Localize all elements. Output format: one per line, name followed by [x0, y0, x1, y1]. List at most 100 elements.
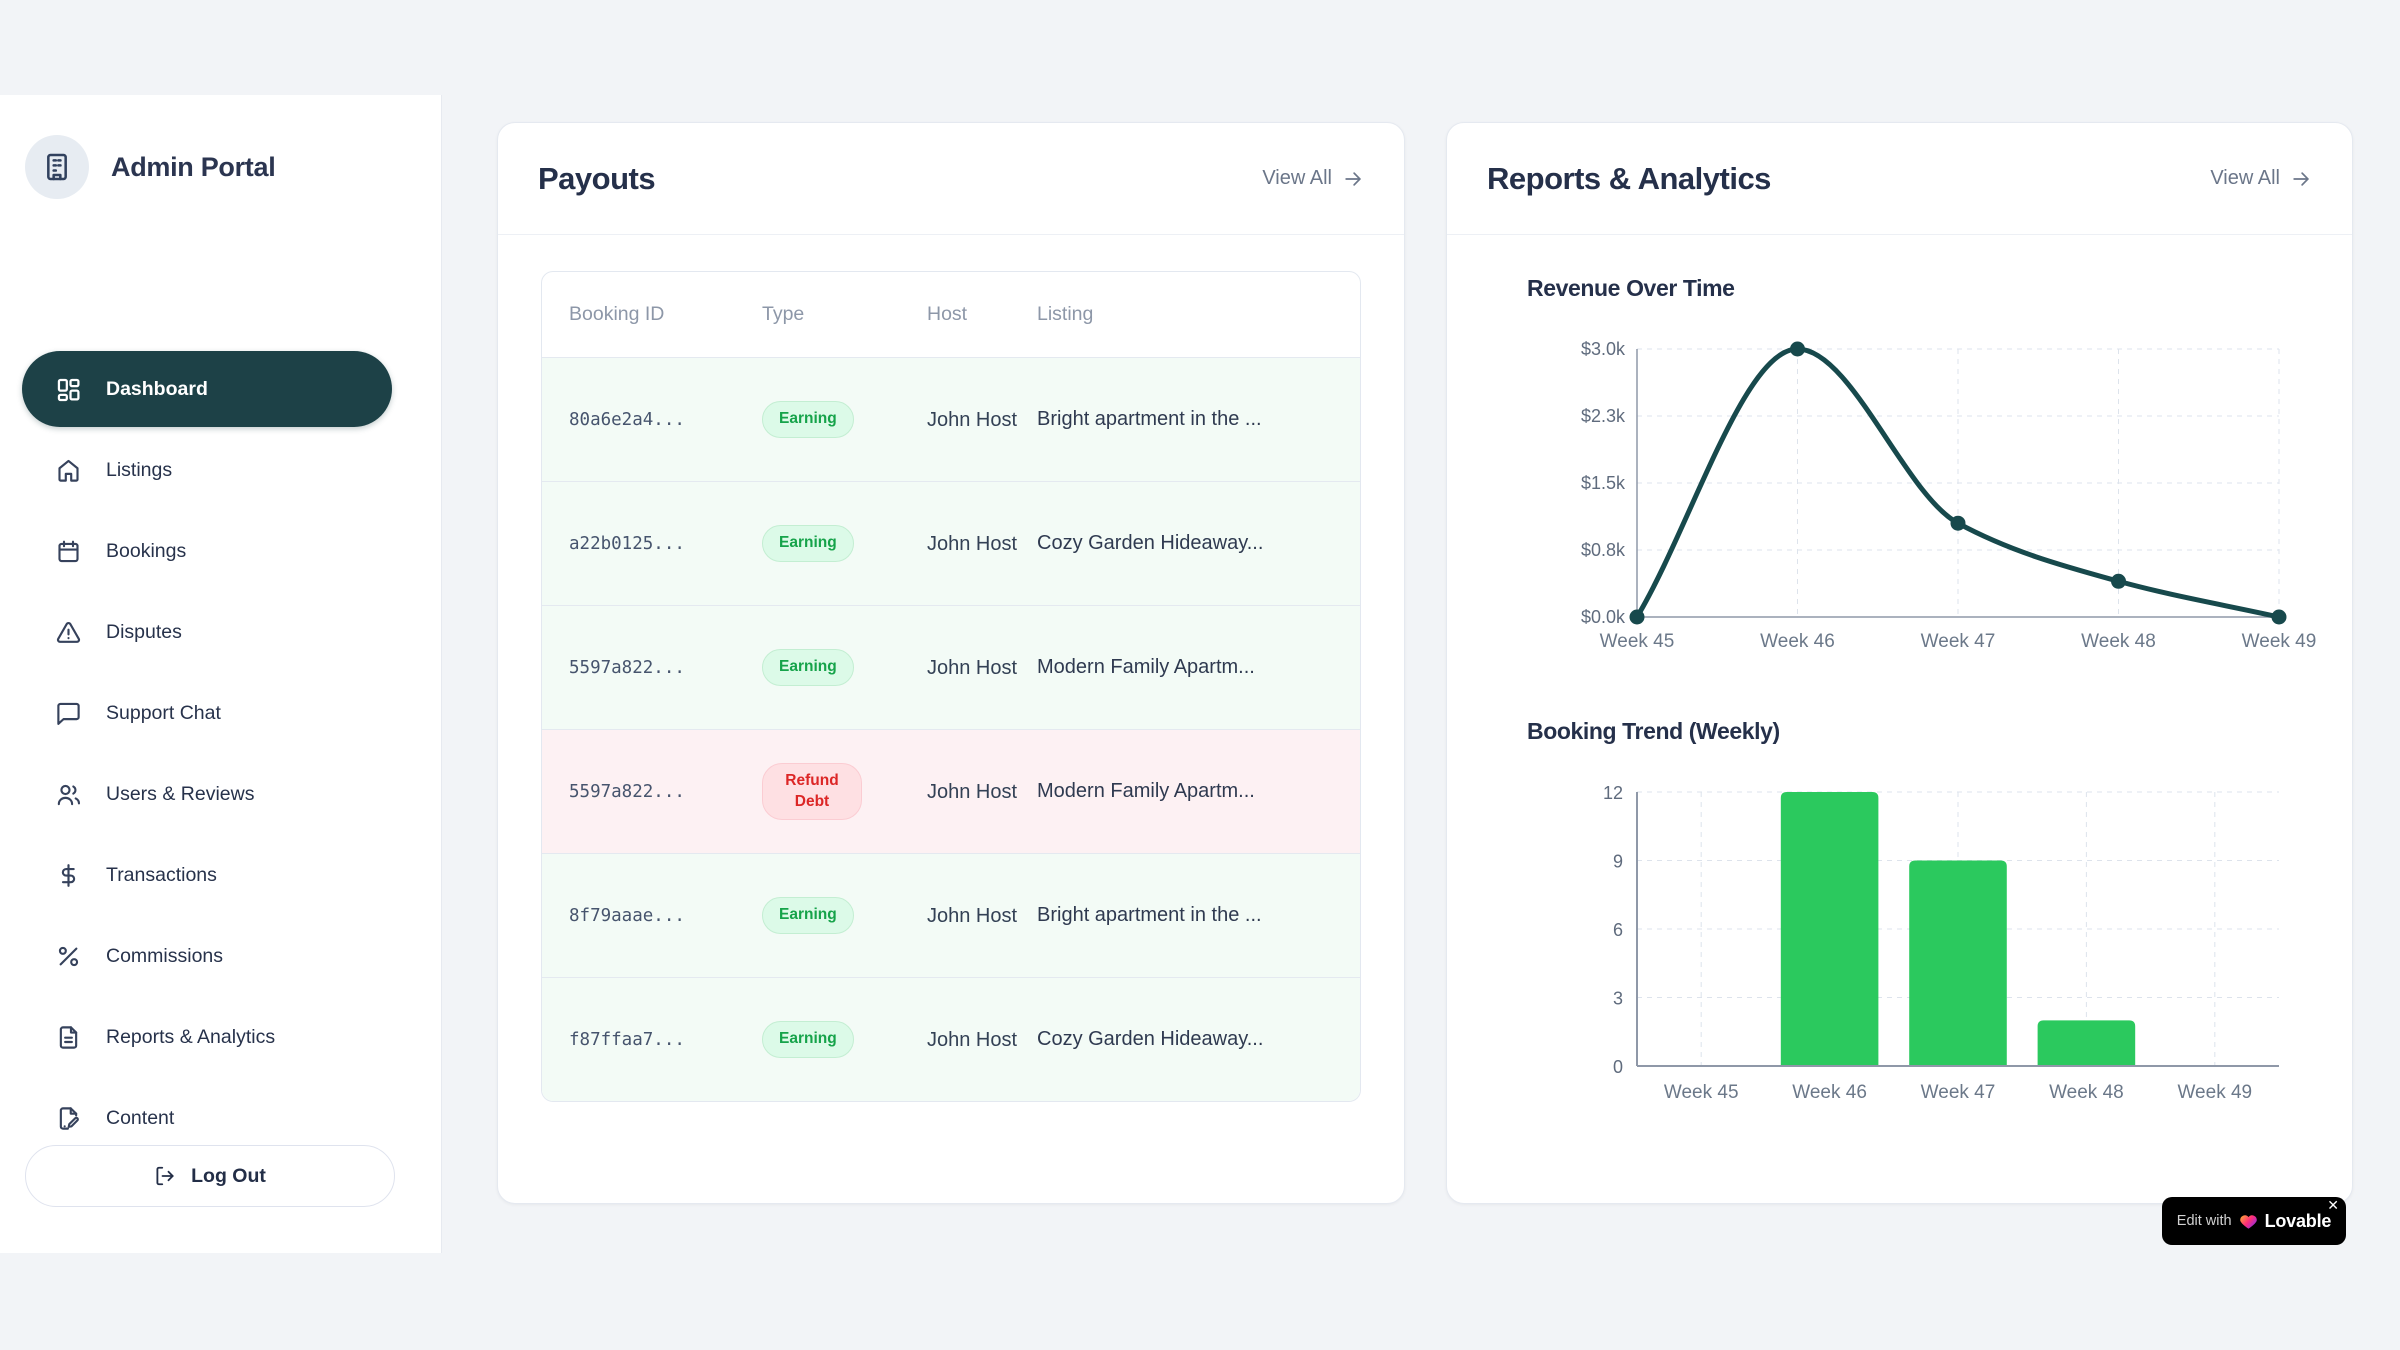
booking-id: a22b0125...: [569, 533, 685, 554]
type-cell: Earning: [762, 649, 927, 686]
sidebar-item-bookings[interactable]: Bookings: [22, 513, 392, 589]
reports-view-all-link[interactable]: View All: [2210, 167, 2312, 190]
sidebar-item-label: Listings: [106, 458, 173, 481]
lovable-close-icon[interactable]: ✕: [2327, 1197, 2339, 1213]
reports-card: Reports & Analytics View All Revenue Ove…: [1446, 122, 2353, 1204]
arrow-right-icon: [1342, 168, 1364, 190]
payout-row: f87ffaa7... Earning John Host Cozy Garde…: [542, 977, 1360, 1101]
calendar-icon: [55, 538, 82, 565]
sidebar-item-label: Support Chat: [106, 701, 221, 724]
type-badge: Earning: [762, 525, 854, 562]
payout-row: 80a6e2a4... Earning John Host Bright apa…: [542, 357, 1360, 481]
sidebar-item-disputes[interactable]: Disputes: [22, 594, 392, 670]
svg-text:Week 49: Week 49: [2242, 631, 2317, 652]
lovable-brand: Lovable: [2264, 1210, 2332, 1231]
host-cell: John Host: [927, 904, 1018, 927]
logout-label: Log Out: [191, 1164, 266, 1187]
sidebar-item-dashboard[interactable]: Dashboard: [22, 351, 392, 427]
type-cell: Refund Debt: [762, 763, 927, 820]
type-cell: Earning: [762, 525, 927, 562]
type-cell: Earning: [762, 401, 927, 438]
logout-button[interactable]: Log Out: [25, 1145, 395, 1207]
sidebar-item-commissions[interactable]: Commissions: [22, 918, 392, 994]
dollar-icon: [55, 862, 82, 889]
listing-cell: Cozy Garden Hideaway...: [1037, 532, 1264, 554]
listing-cell: Modern Family Apartm...: [1037, 656, 1255, 678]
percent-icon: [55, 943, 82, 970]
svg-text:0: 0: [1613, 1057, 1623, 1077]
sidebar: Admin Portal Dashboard Listings Bookings…: [0, 95, 442, 1253]
host-cell: John Host: [927, 656, 1018, 679]
svg-text:9: 9: [1613, 852, 1623, 872]
svg-text:$0.0k: $0.0k: [1581, 607, 1626, 627]
payout-row: a22b0125... Earning John Host Cozy Garde…: [542, 481, 1360, 605]
lovable-heart-icon: [2239, 1212, 2258, 1231]
host-cell: John Host: [927, 780, 1018, 803]
booking-id: 8f79aaae...: [569, 905, 685, 926]
svg-text:Week 49: Week 49: [2177, 1082, 2252, 1103]
host-cell: John Host: [927, 1028, 1018, 1051]
payouts-card-header: Payouts View All: [498, 123, 1404, 235]
building-icon: [25, 135, 89, 199]
listing-cell: Bright apartment in the ...: [1037, 904, 1262, 926]
listing-cell: Bright apartment in the ...: [1037, 408, 1262, 430]
type-cell: Earning: [762, 897, 927, 934]
arrow-right-icon: [2290, 168, 2312, 190]
sidebar-item-users-reviews[interactable]: Users & Reviews: [22, 756, 392, 832]
payouts-table-header: Booking ID Type Host Listing: [542, 272, 1360, 357]
app-title: Admin Portal: [111, 151, 276, 182]
payout-row: 5597a822... Refund Debt John Host Modern…: [542, 729, 1360, 853]
sidebar-item-label: Transactions: [106, 863, 217, 886]
file-pen-icon: [55, 1105, 82, 1132]
booking-id: 5597a822...: [569, 781, 685, 802]
svg-text:3: 3: [1613, 989, 1623, 1009]
brand: Admin Portal: [0, 95, 441, 199]
sidebar-item-reports-analytics[interactable]: Reports & Analytics: [22, 999, 392, 1075]
view-all-label: View All: [1262, 167, 1332, 189]
message-square-icon: [55, 700, 82, 727]
svg-text:6: 6: [1613, 920, 1623, 940]
booking-bar-chart: 0 3 6 9 12 Week 45 Week 46 Week 47 Week 48 Week 4…: [1603, 783, 2279, 1103]
column-header: Type: [762, 303, 805, 325]
sidebar-item-transactions[interactable]: Transactions: [22, 837, 392, 913]
booking-chart-title: Booking Trend (Weekly): [1527, 718, 1780, 744]
type-badge: Earning: [762, 1021, 854, 1058]
host-cell: John Host: [927, 408, 1018, 431]
sidebar-item-label: Bookings: [106, 539, 187, 562]
reports-card-header: Reports & Analytics View All: [1447, 123, 2352, 235]
type-cell: Earning: [762, 1021, 927, 1058]
sidebar-item-label: Commissions: [106, 944, 224, 967]
sidebar-item-support-chat[interactable]: Support Chat: [22, 675, 392, 751]
svg-text:$2.3k: $2.3k: [1581, 406, 1626, 426]
view-all-label: View All: [2210, 167, 2280, 189]
lovable-badge[interactable]: Edit with Lovable ✕: [2162, 1197, 2346, 1245]
type-badge: Earning: [762, 897, 854, 934]
sidebar-nav: Dashboard Listings Bookings Disputes Sup…: [22, 351, 392, 1161]
sidebar-item-label: Users & Reviews: [106, 782, 255, 805]
svg-text:Week 48: Week 48: [2049, 1082, 2124, 1103]
file-text-icon: [55, 1024, 82, 1051]
sidebar-item-content[interactable]: Content: [22, 1080, 392, 1156]
svg-text:Week 47: Week 47: [1921, 1082, 1996, 1103]
sidebar-item-label: Reports & Analytics: [106, 1025, 276, 1048]
type-badge: Earning: [762, 401, 854, 438]
users-icon: [55, 781, 82, 808]
sidebar-item-listings[interactable]: Listings: [22, 432, 392, 508]
payouts-table-body: 80a6e2a4... Earning John Host Bright apa…: [542, 357, 1360, 1101]
revenue-chart-title: Revenue Over Time: [1527, 275, 1735, 301]
type-badge: Earning: [762, 649, 854, 686]
payouts-card: Payouts View All Booking ID Type Host Listi…: [497, 122, 1405, 1204]
svg-text:Week 45: Week 45: [1600, 631, 1675, 652]
payouts-title: Payouts: [538, 160, 656, 196]
svg-text:Week 48: Week 48: [2081, 631, 2156, 652]
sidebar-item-label: Content: [106, 1106, 175, 1129]
home-icon: [55, 457, 82, 484]
svg-text:Week 46: Week 46: [1760, 631, 1835, 652]
payouts-view-all-link[interactable]: View All: [1262, 167, 1364, 190]
layout-dashboard-icon: [55, 376, 82, 403]
booking-id: f87ffaa7...: [569, 1029, 685, 1050]
alert-triangle-icon: [55, 619, 82, 646]
listing-cell: Cozy Garden Hideaway...: [1037, 1028, 1264, 1050]
column-header: Booking ID: [569, 303, 665, 325]
